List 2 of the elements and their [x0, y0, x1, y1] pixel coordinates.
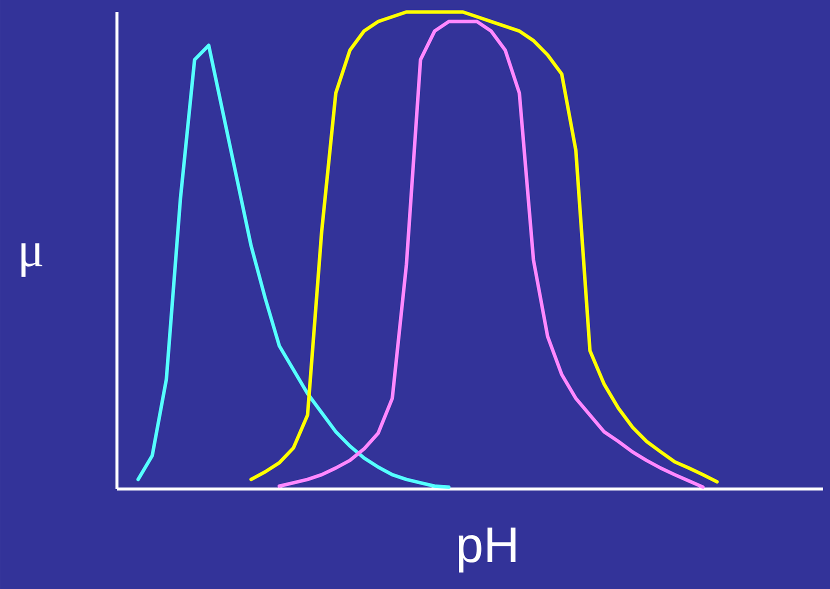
y-axis-title: μ [21, 243, 42, 277]
x-axis-title: pH [458, 528, 516, 572]
